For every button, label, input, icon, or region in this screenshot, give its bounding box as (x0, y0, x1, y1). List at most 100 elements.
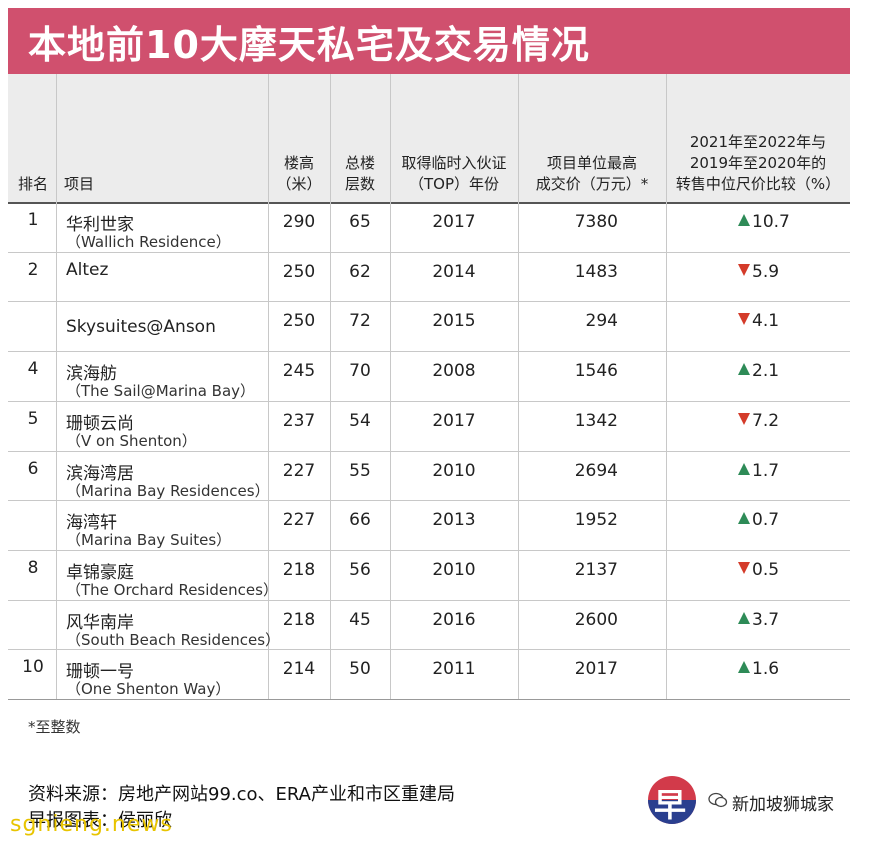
row-divider (8, 599, 850, 601)
table-row: 5 珊顿云尚 （V on Shenton） 237 54 2017 1342 7.2 (8, 401, 850, 451)
up-arrow-icon (738, 462, 750, 475)
height-cell: 218 (282, 559, 316, 580)
floors-cell: 66 (349, 510, 371, 531)
price-cell: 1342 (574, 410, 618, 431)
top-year-cell: 2013 (432, 510, 476, 531)
rank-cell: 1 (27, 210, 39, 230)
price-cell: 2017 (574, 659, 618, 680)
up-arrow-icon (738, 363, 750, 376)
project-name: 珊顿一号 (66, 662, 134, 683)
table-row: Skysuites@Anson 250 72 2015 294 4.1 (8, 301, 850, 351)
floors-cell: 70 (349, 361, 371, 382)
project-name: Altez (66, 259, 109, 280)
project-name: 滨海舫 (66, 364, 117, 385)
column-divider (330, 74, 331, 699)
price-change-value: 5.9 (752, 261, 780, 282)
rank-cell: 6 (27, 458, 39, 479)
top-year-cell: 2010 (432, 559, 476, 580)
floors-cell: 45 (349, 609, 371, 630)
header-price-change: 2021年至2022年与 2019年至2020年的 转售中位尺价比较（%） (675, 133, 841, 193)
price-change-value: 7.2 (752, 410, 780, 431)
floors-cell: 72 (349, 311, 371, 332)
height-cell: 250 (282, 311, 316, 332)
price-change-value: 3.7 (752, 609, 780, 630)
project-name: 风华南岸 (66, 612, 134, 633)
table-row: 2 Altez 250 62 2014 1483 5.9 (8, 252, 850, 302)
price-change-cell: 10.7 (738, 212, 790, 232)
row-divider (8, 450, 850, 452)
height-cell: 214 (282, 659, 316, 680)
project-english-name: （Marina Bay Suites） (66, 531, 232, 550)
project-english-name: （The Orchard Residences） (66, 580, 278, 599)
project-name: 华利世家 (66, 215, 134, 235)
page-title: 本地前10大摩天私宅及交易情况 (28, 23, 590, 67)
price-change-value: 1.7 (752, 460, 780, 481)
price-cell: 2137 (574, 559, 618, 580)
price-change-cell: 7.2 (738, 411, 779, 431)
table-row: 海湾轩 （Marina Bay Suites） 227 66 2013 1952 0.7 (8, 500, 850, 550)
top-year-cell: 2017 (432, 410, 476, 431)
rank-cell: 2 (27, 259, 39, 280)
project-english-name: （Marina Bay Residences） (66, 481, 270, 500)
table-row: 10 珊顿一号 （One Shenton Way） 214 50 2011 2017 1.6 (8, 649, 850, 699)
row-divider (8, 301, 850, 303)
price-cell: 294 (585, 311, 618, 332)
height-cell: 237 (282, 410, 316, 431)
floors-cell: 50 (349, 659, 371, 680)
row-divider (8, 549, 850, 551)
price-change-value: 2.1 (752, 361, 780, 382)
rank-cell: 10 (22, 657, 44, 678)
rank-cell: 4 (27, 359, 39, 380)
down-arrow-icon (738, 412, 750, 425)
price-cell: 2694 (574, 460, 618, 481)
floors-cell: 55 (349, 460, 371, 481)
price-cell: 1546 (574, 361, 618, 382)
height-cell: 250 (282, 261, 316, 282)
column-divider (390, 74, 391, 699)
price-change-value: 0.7 (752, 510, 780, 531)
price-change-value: 1.6 (752, 659, 780, 680)
project-english-name: （V on Shenton） (66, 431, 197, 450)
header-project: 项目 (64, 175, 95, 193)
column-divider (56, 74, 57, 699)
price-cell: 2600 (574, 609, 618, 630)
watermark-text: sgnieng.news (10, 812, 173, 837)
project-name: Skysuites@Anson (66, 317, 216, 338)
up-arrow-icon (738, 214, 750, 226)
header-floors: 总楼 层数 (344, 154, 375, 193)
down-arrow-icon (738, 313, 750, 326)
header-max-price: 项目单位最高 成交价（万元）* (535, 154, 649, 193)
row-divider (8, 649, 850, 651)
title-banner: 本地前10大摩天私宅及交易情况 (8, 8, 850, 74)
row-divider (8, 351, 850, 353)
table-row: 8 卓锦豪庭 （The Orchard Residences） 218 56 2010 21… (8, 550, 850, 600)
project-name: 海湾轩 (66, 513, 117, 534)
price-change-cell: 1.6 (738, 659, 779, 679)
up-arrow-icon (738, 611, 750, 624)
table-row: 1 华利世家 （Wallich Residence） 290 65 2017 7380 10.… (8, 202, 850, 252)
price-change-value: 0.5 (752, 559, 780, 580)
price-change-cell: 4.1 (738, 311, 779, 331)
top-year-cell: 2016 (432, 609, 476, 630)
up-arrow-icon (738, 661, 750, 674)
price-cell: 1483 (574, 261, 618, 282)
top-year-cell: 2017 (432, 212, 476, 232)
price-change-cell: 0.5 (738, 560, 779, 580)
top-year-cell: 2015 (432, 311, 476, 332)
header-height: 楼高 （米） (276, 154, 322, 193)
wechat-icon (708, 792, 728, 808)
credit-line: 早报图表：侯丽欣 (28, 810, 172, 831)
rank-cell: 8 (27, 557, 39, 578)
footnote: *至整数 (28, 718, 81, 736)
height-cell: 227 (282, 460, 316, 481)
price-cell: 7380 (574, 212, 618, 232)
price-change-value: 4.1 (752, 311, 780, 332)
height-cell: 290 (282, 212, 316, 232)
table-row: 4 滨海舫 （The Sail@Marina Bay） 245 70 2008 1546 2.… (8, 351, 850, 401)
price-change-value: 10.7 (752, 212, 790, 232)
header-top-year: 取得临时入伙证 （TOP）年份 (401, 154, 507, 193)
column-divider (518, 74, 519, 699)
height-cell: 227 (282, 510, 316, 531)
row-divider (8, 500, 850, 502)
price-change-cell: 3.7 (738, 610, 779, 630)
